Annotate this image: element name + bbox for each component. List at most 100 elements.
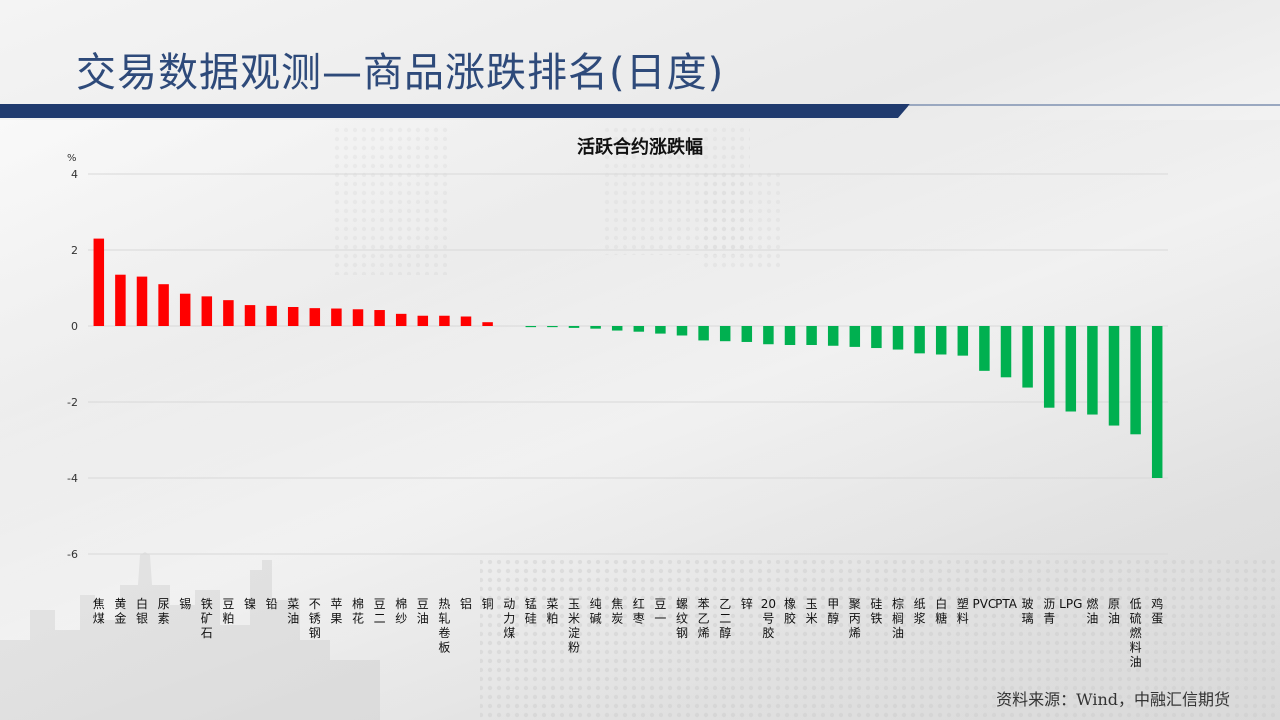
bar bbox=[460, 316, 472, 326]
x-tick-label: 铝 bbox=[460, 596, 472, 611]
bar bbox=[914, 326, 925, 354]
bar bbox=[806, 326, 817, 345]
bar bbox=[439, 315, 450, 326]
x-tick-label: 白银 bbox=[136, 596, 148, 626]
x-tick-label: 豆二 bbox=[374, 597, 386, 626]
bar bbox=[1065, 326, 1077, 412]
bar bbox=[676, 326, 688, 336]
x-tick-label: 玉米 bbox=[806, 597, 818, 626]
x-tick-label: 乙二醇 bbox=[719, 597, 731, 640]
x-tick-label: 棕榈油 bbox=[892, 596, 904, 640]
y-tick-label: -6 bbox=[67, 548, 78, 561]
x-tick-label: 棉花 bbox=[352, 597, 364, 626]
x-tick-label: 苯乙烯 bbox=[698, 597, 710, 640]
bar bbox=[784, 326, 796, 345]
x-tick-label: 不锈钢 bbox=[309, 597, 321, 640]
x-tick-label: 玻璃 bbox=[1022, 597, 1034, 626]
source-note: 资料来源：Wind，中融汇信期货 bbox=[996, 690, 1230, 709]
x-tick-label: 硅铁 bbox=[870, 597, 882, 626]
bar bbox=[979, 326, 990, 371]
bar bbox=[244, 305, 256, 326]
bar bbox=[93, 238, 105, 326]
x-tick-label: 纸浆 bbox=[914, 597, 926, 626]
x-tick-label: 菜油 bbox=[287, 597, 299, 626]
bar bbox=[158, 284, 169, 326]
x-tick-label: 塑料 bbox=[957, 596, 969, 626]
x-tick-label: 鸡蛋 bbox=[1151, 596, 1163, 626]
bar bbox=[741, 326, 753, 342]
bar bbox=[115, 274, 126, 326]
bar bbox=[633, 326, 645, 332]
bar bbox=[482, 322, 493, 326]
x-tick-label: 甲醇 bbox=[827, 597, 839, 626]
x-tick-label: 棉纱 bbox=[395, 597, 407, 626]
bar bbox=[1043, 326, 1055, 408]
x-tick-label: 玉米淀粉 bbox=[568, 597, 580, 655]
x-tick-label: 动力煤 bbox=[503, 597, 515, 640]
x-tick-label: 锌 bbox=[741, 597, 753, 611]
x-tick-label: 原油 bbox=[1108, 597, 1120, 626]
bar bbox=[1151, 326, 1163, 478]
bar bbox=[352, 309, 364, 326]
x-tick-label: 豆粕 bbox=[222, 597, 234, 626]
bar bbox=[611, 326, 623, 331]
x-tick-label: 铜 bbox=[482, 596, 494, 611]
bar bbox=[957, 326, 969, 356]
y-tick-label: 2 bbox=[71, 244, 78, 257]
x-tick-label: 尿素 bbox=[158, 597, 170, 626]
title-underline-bar bbox=[0, 104, 1280, 118]
x-tick-label: 橡胶 bbox=[784, 597, 796, 626]
bar bbox=[331, 308, 342, 326]
bar bbox=[1000, 326, 1012, 378]
x-tick-label: 沥青 bbox=[1043, 597, 1055, 626]
x-tick-label: 锰硅 bbox=[525, 596, 537, 626]
bar bbox=[935, 326, 947, 355]
bar bbox=[1108, 326, 1120, 426]
x-tick-label: PVC bbox=[972, 597, 996, 611]
bar bbox=[287, 307, 299, 326]
bar bbox=[1022, 326, 1033, 388]
bar bbox=[179, 293, 191, 326]
x-tick-label: 聚丙烯 bbox=[849, 597, 861, 640]
x-tick-label: 豆油 bbox=[417, 597, 429, 626]
x-tick-label: 镍 bbox=[244, 597, 256, 611]
x-tick-label: 低硫燃料油 bbox=[1130, 597, 1142, 669]
bar bbox=[525, 326, 537, 328]
bar bbox=[547, 326, 558, 328]
bar bbox=[568, 326, 580, 328]
bar bbox=[827, 326, 839, 346]
bar bbox=[655, 326, 666, 334]
bar bbox=[395, 313, 407, 326]
bar bbox=[1087, 326, 1098, 415]
bar bbox=[1130, 326, 1141, 435]
x-tick-label: 20 号胶 bbox=[761, 597, 776, 640]
y-tick-label: -4 bbox=[67, 472, 78, 485]
x-tick-label: 焦煤 bbox=[93, 597, 105, 626]
y-tick-label: -2 bbox=[67, 396, 78, 409]
x-tick-label: 热轧卷板 bbox=[438, 597, 450, 655]
bar bbox=[590, 326, 601, 329]
x-tick-label: 黄金 bbox=[114, 597, 126, 626]
bar bbox=[417, 315, 429, 326]
y-axis-unit: % bbox=[67, 153, 77, 164]
bar bbox=[201, 296, 213, 326]
x-tick-label: 白糖 bbox=[935, 596, 947, 626]
bar bbox=[136, 276, 148, 326]
x-tick-label: 苹果 bbox=[330, 597, 342, 626]
x-tick-label: 燃油 bbox=[1086, 596, 1098, 626]
x-tick-label: 铅 bbox=[266, 597, 278, 611]
bar bbox=[698, 326, 709, 341]
x-tick-label: 纯碱 bbox=[590, 597, 602, 626]
bar bbox=[892, 326, 904, 350]
x-tick-label: PTA bbox=[995, 597, 1018, 611]
bar bbox=[719, 326, 731, 342]
bar bbox=[763, 326, 774, 345]
bar bbox=[849, 326, 861, 347]
x-tick-label: 螺纹钢 bbox=[676, 597, 688, 640]
bar bbox=[309, 308, 321, 326]
bar bbox=[223, 300, 234, 326]
x-tick-label: 锡 bbox=[179, 596, 191, 611]
x-tick-label: 红枣 bbox=[633, 596, 645, 626]
